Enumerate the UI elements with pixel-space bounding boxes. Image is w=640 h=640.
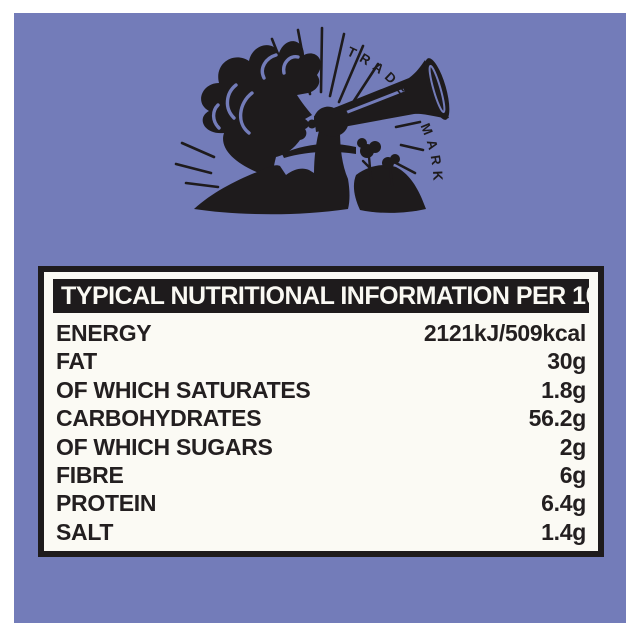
nutrient-label: OF WHICH SATURATES xyxy=(56,376,311,403)
nutrition-row: SALT 1.4g xyxy=(56,518,586,546)
mark-label: MARK xyxy=(418,121,441,186)
nutrition-row: CARBOHYDRATES 56.2g xyxy=(56,404,586,432)
nutrition-panel-header: TYPICAL NUTRITIONAL INFORMATION PER 100g xyxy=(53,279,589,313)
nutrient-label: SALT xyxy=(56,518,114,545)
trademark-logo: TRADE MARK xyxy=(164,23,464,233)
herald-horn-icon: TRADE MARK xyxy=(174,26,450,215)
nutrition-row: PROTEIN 6.4g xyxy=(56,489,586,517)
nutrition-panel: TYPICAL NUTRITIONAL INFORMATION PER 100g… xyxy=(38,266,604,557)
nutrition-row: FAT 30g xyxy=(56,347,586,375)
svg-text:MARK: MARK xyxy=(418,121,446,186)
nutrient-value: 1.4g xyxy=(541,518,586,545)
nutrition-row: ENERGY 2121kJ/509kcal xyxy=(56,319,586,347)
nutrient-label: FIBRE xyxy=(56,462,124,489)
nutrient-value: 2121kJ/509kcal xyxy=(423,320,586,346)
nutrient-label: CARBOHYDRATES xyxy=(56,405,262,432)
nutrient-value: 56.2g xyxy=(528,405,587,432)
nutrition-row: FIBRE 6g xyxy=(56,461,586,489)
nutrition-row: OF WHICH SUGARS 2g xyxy=(56,433,586,461)
nutrient-value: 30g xyxy=(547,348,586,375)
nutrient-label: ENERGY xyxy=(56,320,152,346)
nutrient-label: PROTEIN xyxy=(56,490,157,517)
nutrition-rows: ENERGY 2121kJ/509kcal FAT 30g OF WHICH S… xyxy=(53,319,589,546)
nutrient-value: 2g xyxy=(559,433,587,460)
nutrient-label: FAT xyxy=(56,348,97,375)
nutrient-value: 1.8g xyxy=(541,376,586,403)
nutrition-row: OF WHICH SATURATES 1.8g xyxy=(56,376,586,404)
nutrient-value: 6g xyxy=(559,462,587,489)
periwinkle-card: TRADE MARK TYPICAL NUTRITIONAL INFORMATI… xyxy=(14,13,626,623)
nutrient-value: 6.4g xyxy=(541,490,586,517)
nutrient-label: OF WHICH SUGARS xyxy=(56,433,273,460)
